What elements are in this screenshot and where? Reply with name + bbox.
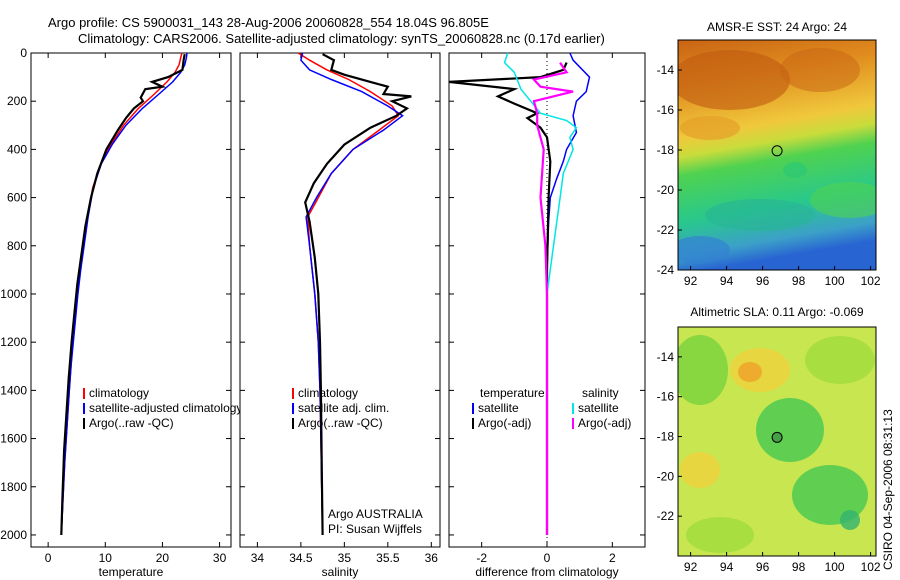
x-tick-label: 0 — [544, 551, 551, 565]
x-tick-label: 102 — [861, 274, 881, 288]
x-tick-label: 36 — [425, 551, 439, 565]
x-axis-label: difference from climatology — [475, 565, 618, 579]
y-tick-label: -20 — [657, 183, 675, 197]
sla-map-image — [678, 327, 876, 556]
series-line-temperature-argo — [448, 62, 568, 535]
legend-swatch — [83, 388, 85, 399]
sla-map-title: Altimetric SLA: 0.11 Argo: -0.069 — [690, 305, 864, 319]
x-tick-label: 10 — [99, 551, 113, 565]
x-tick-label: 35 — [338, 551, 352, 565]
x-tick-label: 98 — [792, 274, 806, 288]
y-tick-label: -22 — [657, 509, 675, 523]
y-tick-label: 800 — [7, 239, 27, 253]
sst-map-image — [678, 40, 876, 270]
y-tick-label: -14 — [657, 63, 675, 77]
temperature-panel: 0 10 20 30 0 200 400 600 800 1000 1200 1400 1600 1800… — [0, 46, 242, 579]
legend-swatch — [472, 418, 474, 429]
x-tick-label: 94 — [720, 274, 734, 288]
legend-label: Argo(..raw -QC) — [298, 416, 383, 430]
y-tick-label: 1000 — [0, 287, 27, 301]
x-tick-label: 0 — [45, 551, 52, 565]
x-tick-label: 2 — [609, 551, 616, 565]
legend-label: climatology — [298, 386, 358, 400]
legend-label: temperature — [480, 386, 545, 400]
x-tick-label: 34 — [251, 551, 265, 565]
legend-label: Argo(-adj) — [578, 416, 631, 430]
plot-frame — [30, 52, 232, 548]
x-tick-label: 100 — [825, 274, 845, 288]
x-tick-label: 30 — [213, 551, 227, 565]
y-tick-label: 1200 — [0, 335, 27, 349]
legend-label: satellite — [478, 401, 519, 415]
y-tick-label: 600 — [7, 191, 27, 205]
x-tick-label: 92 — [684, 274, 698, 288]
sla-map-panel: Altimetric SLA: 0.11 Argo: -0.069 92 94 96… — [657, 305, 881, 574]
y-tick-label: 0 — [20, 46, 27, 60]
y-tick-label: 1800 — [0, 480, 27, 494]
plot-frame — [239, 52, 441, 548]
legend-label: salinity — [582, 386, 619, 400]
y-tick-label: -22 — [657, 223, 675, 237]
series-line-salinity-satellite — [503, 52, 578, 535]
x-tick-label: 96 — [756, 274, 770, 288]
y-tick-label: -20 — [657, 469, 675, 483]
x-axis-label: temperature — [99, 565, 164, 579]
y-tick-label: 1400 — [0, 383, 27, 397]
y-tick-label: -18 — [657, 430, 675, 444]
x-tick-label: 20 — [156, 551, 170, 565]
y-tick-label: -18 — [657, 143, 675, 157]
title-line-2: Climatology: CARS2006. Satellite-adjuste… — [78, 31, 605, 46]
y-tick-label: -16 — [657, 103, 675, 117]
x-tick-label: 98 — [792, 560, 806, 574]
legend-swatch — [572, 403, 574, 414]
x-tick-label: 100 — [825, 560, 845, 574]
legend-swatch — [83, 418, 85, 429]
y-tick-label: 2000 — [0, 528, 27, 542]
x-tick-label: 92 — [684, 560, 698, 574]
legend-label: satellite-adjusted climatology — [89, 401, 242, 415]
series-line-salinity-argo — [531, 61, 574, 535]
y-tick-label: 1600 — [0, 432, 27, 446]
y-tick-label: -24 — [657, 263, 675, 277]
x-tick-label: 96 — [756, 560, 770, 574]
series-line-argo — [60, 54, 186, 536]
legend-swatch — [472, 403, 474, 414]
x-tick-label: 102 — [861, 560, 881, 574]
credit-annotation: Argo AUSTRALIA — [328, 507, 423, 521]
y-tick-label: -16 — [657, 390, 675, 404]
legend-label: Argo(-adj) — [478, 416, 531, 430]
legend-label: satellite adj. clim. — [298, 401, 389, 415]
argo-location-marker — [771, 145, 783, 157]
legend-swatch — [292, 403, 294, 414]
legend-label: Argo(..raw -QC) — [89, 416, 174, 430]
y-tick-label: 200 — [7, 94, 27, 108]
title-line-1: Argo profile: CS 5900031_143 28-Aug-2006… — [48, 15, 489, 30]
x-tick-label: 35.5 — [376, 551, 400, 565]
y-tick-label: -14 — [657, 350, 675, 364]
sst-map-title: AMSR-E SST: 24 Argo: 24 — [707, 20, 847, 34]
argo-location-marker — [771, 431, 783, 443]
legend-swatch — [292, 388, 294, 399]
salinity-panel: 34 34.5 35 35.5 36 salinity climatologysatelli… — [239, 52, 441, 579]
legend-swatch — [572, 418, 574, 429]
legend-label: satellite — [578, 401, 619, 415]
y-tick-label: 400 — [7, 142, 27, 156]
x-tick-label: 94 — [720, 560, 734, 574]
x-tick-label: -2 — [476, 551, 487, 565]
x-axis-label: salinity — [322, 565, 359, 579]
x-tick-label: 34.5 — [289, 551, 313, 565]
legend-swatch — [83, 403, 85, 414]
legend-label: climatology — [89, 386, 149, 400]
series-line-argo — [304, 53, 412, 536]
sst-map-panel: AMSR-E SST: 24 Argo: 24 92 94 96 98 100 102 -2… — [657, 20, 881, 288]
credit-annotation: PI: Susan Wijffels — [328, 522, 422, 536]
csiro-stamp: CSIRO 04-Sep-2006 08:31:13 — [881, 409, 895, 570]
legend-swatch — [292, 418, 294, 429]
